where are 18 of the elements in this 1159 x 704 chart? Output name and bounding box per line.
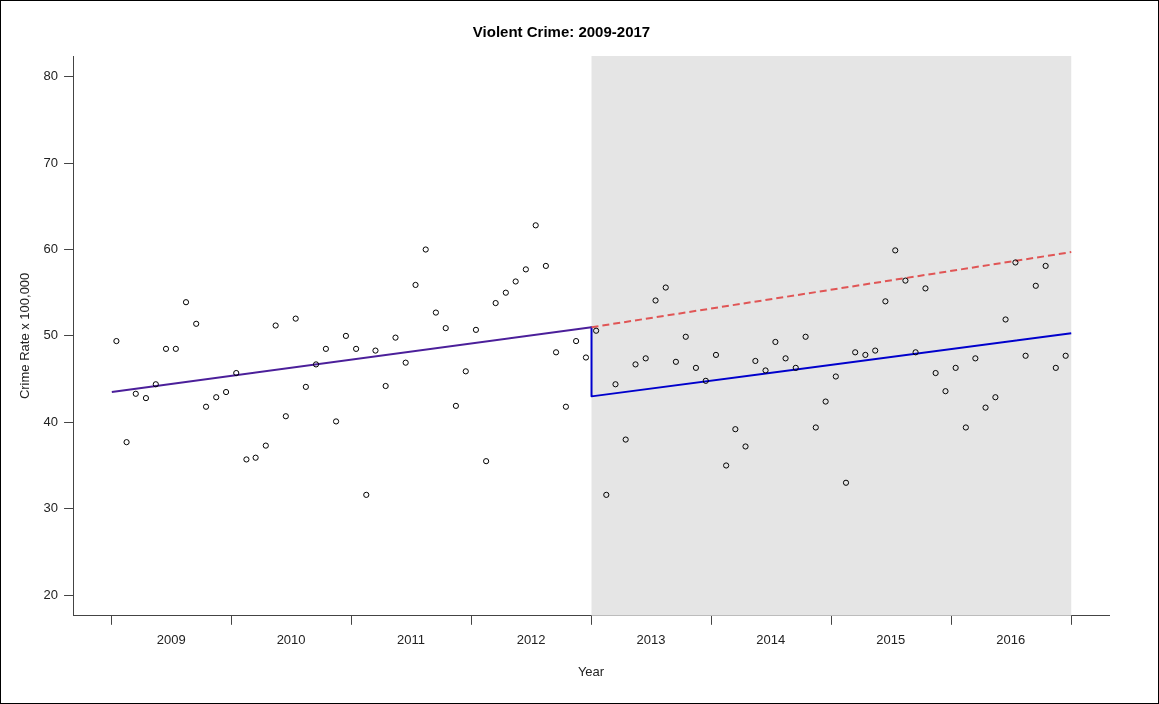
x-tick-label: 2011 [396, 632, 425, 648]
y-tick-label: 40 [43, 413, 59, 429]
y-tick-label: 80 [43, 68, 59, 84]
x-tick-label: 2016 [996, 632, 1026, 648]
y-tick-label: 20 [43, 586, 59, 602]
x-tick-label: 2009 [156, 632, 186, 648]
y-tick-label: 30 [43, 500, 59, 516]
x-tick-label: 2015 [876, 632, 906, 648]
y-tick-label: 60 [43, 241, 59, 257]
x-tick-label: 2012 [516, 632, 546, 648]
y-tick-label: 50 [43, 327, 59, 343]
x-tick-label: 2013 [636, 632, 666, 648]
chart-title: Violent Crime: 2009-2017 [472, 23, 651, 41]
x-axis-title: Year [577, 663, 605, 679]
y-tick-label: 70 [43, 154, 59, 170]
x-tick-label: 2010 [276, 632, 306, 648]
x-tick-label: 2014 [756, 632, 786, 648]
y-axis-title: Crime Rate x 100,000 [17, 272, 33, 400]
